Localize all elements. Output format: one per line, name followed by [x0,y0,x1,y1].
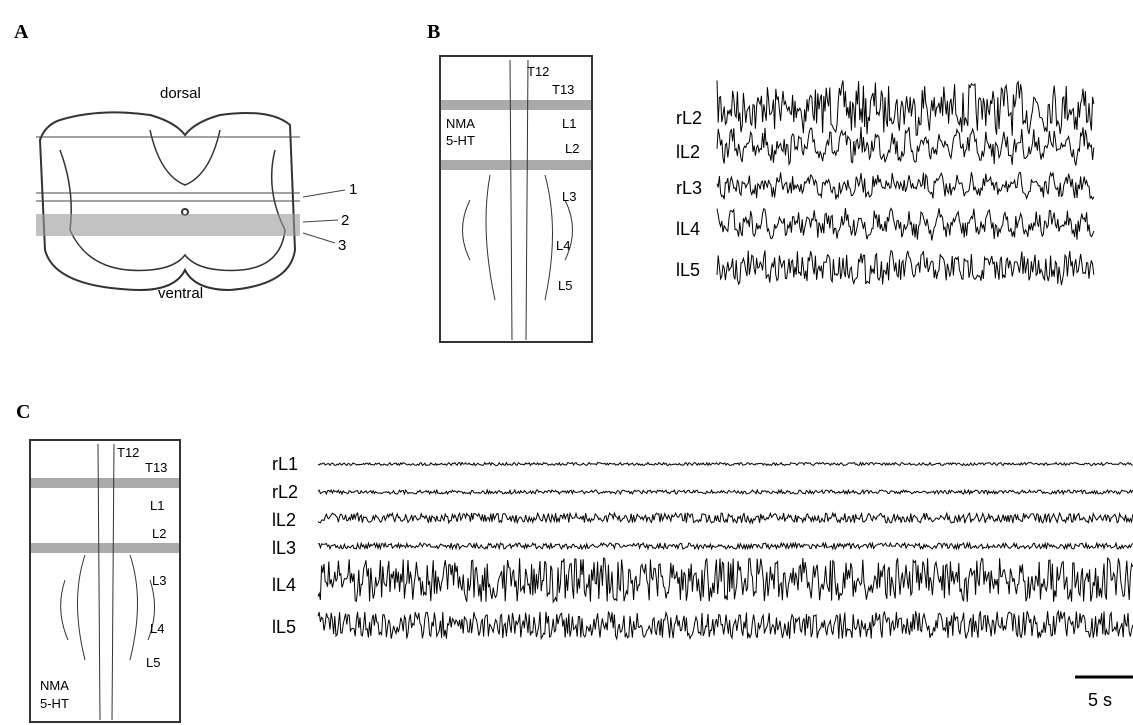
segment-label: L5 [146,655,160,670]
segment-label: L5 [558,278,572,293]
segment-label: L3 [562,189,576,204]
emg-trace [318,543,1133,549]
figure: A B C dorsal ventral 1 2 3 T12 T13 NMA 5… [0,0,1133,725]
panel-label: A [14,21,29,43]
trace-label: rL2 [676,108,702,128]
segment-label: L1 [562,116,576,131]
trace-label: lL5 [676,260,700,280]
trace-label: rL1 [272,454,298,474]
emg-trace [318,611,1133,639]
segment-label: T13 [145,460,167,475]
drug-label: 5-HT [446,133,475,148]
trace-label: lL2 [676,142,700,162]
segment-label: L3 [152,573,166,588]
emg-trace [318,463,1133,466]
trace-label: lL3 [272,538,296,558]
panel-label: B [427,21,440,43]
region-label: dorsal [160,85,201,102]
segment-label: L1 [150,498,164,513]
segment-label: L2 [152,526,166,541]
emg-trace [318,490,1133,494]
emg-trace [717,81,1094,136]
region-label: ventral [158,285,203,302]
trace-label: lL4 [676,219,700,239]
segment-label: T12 [117,445,139,460]
segment-label: T12 [527,64,549,79]
drug-label: NMA [40,678,69,693]
emg-trace [717,251,1094,286]
segment-label: L2 [565,141,579,156]
section-label: 2 [341,212,349,229]
panel-label: C [16,401,30,423]
drug-label: 5-HT [40,696,69,711]
segment-label: L4 [556,238,570,253]
emg-trace [318,558,1133,602]
section-label: 1 [349,181,357,198]
trace-label: lL2 [272,510,296,530]
emg-trace [318,513,1133,523]
emg-trace [717,127,1094,166]
emg-trace [717,172,1094,199]
segment-label: T13 [552,82,574,97]
section-label: 3 [338,237,346,254]
drug-label: NMA [446,116,475,131]
trace-label: rL2 [272,482,298,502]
scale-label: 5 s [1088,690,1112,710]
segment-label: L4 [150,621,164,636]
section-lines [36,137,345,243]
trace-label: rL3 [676,178,702,198]
trace-label: lL5 [272,617,296,637]
trace-label: lL4 [272,575,296,595]
emg-trace [717,208,1094,241]
